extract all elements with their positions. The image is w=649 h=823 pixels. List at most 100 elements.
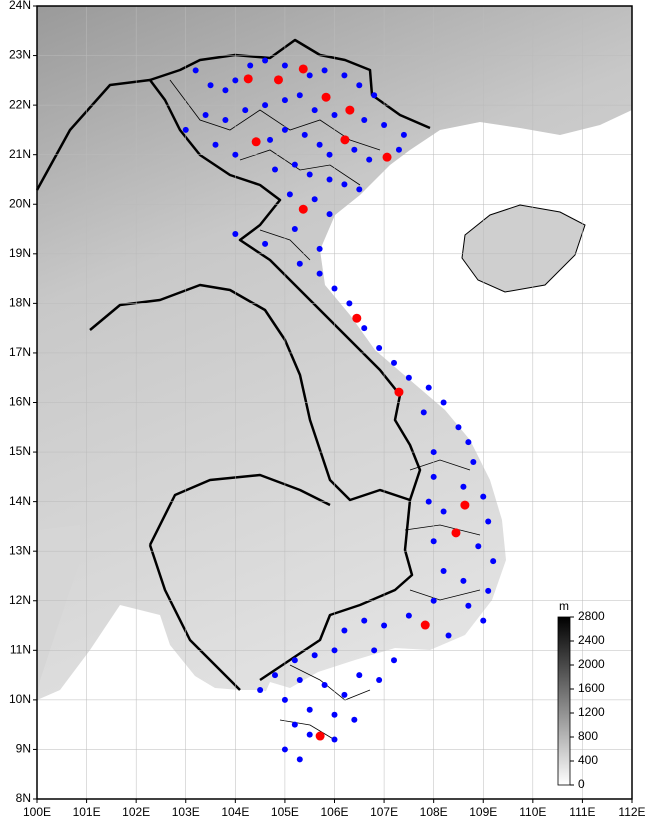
station-blue	[341, 691, 348, 698]
station-blue	[286, 191, 293, 198]
lat-tick-label: 24N	[9, 0, 31, 12]
station-blue	[341, 627, 348, 634]
station-blue	[212, 141, 219, 148]
lat-tick-label: 14N	[9, 494, 31, 508]
lon-tick-label: 105E	[271, 805, 299, 819]
colorbar-tick-label: 2000	[578, 657, 605, 671]
station-blue	[311, 107, 318, 114]
lon-tick-label: 111E	[569, 805, 595, 819]
station-blue	[262, 57, 269, 64]
colorbar-tick-label: 0	[578, 777, 585, 791]
lat-tick-label: 8N	[16, 791, 31, 805]
lat-tick-label: 10N	[9, 692, 31, 706]
station-blue	[281, 696, 288, 703]
lon-tick-label: 112E	[618, 805, 645, 819]
station-blue	[490, 558, 497, 565]
lon-tick-label: 100E	[23, 805, 51, 819]
station-blue	[475, 543, 482, 550]
station-blue	[291, 657, 298, 664]
station-blue	[376, 677, 383, 684]
station-blue	[222, 87, 229, 94]
station-blue	[326, 151, 333, 158]
station-blue	[301, 131, 308, 138]
station-blue	[351, 146, 358, 153]
station-blue	[232, 151, 239, 158]
station-blue	[306, 731, 313, 738]
station-blue	[465, 602, 472, 609]
station-blue	[455, 424, 462, 431]
station-blue	[405, 612, 412, 619]
station-red	[273, 75, 283, 85]
lat-tick-label: 15N	[9, 444, 31, 458]
station-blue	[326, 211, 333, 218]
lon-tick-label: 107E	[370, 805, 398, 819]
station-blue	[281, 97, 288, 104]
station-blue	[341, 181, 348, 188]
station-blue	[331, 736, 338, 743]
station-blue	[381, 622, 388, 629]
station-blue	[296, 92, 303, 99]
station-blue	[311, 196, 318, 203]
station-blue	[331, 647, 338, 654]
station-blue	[445, 632, 452, 639]
station-blue	[306, 171, 313, 178]
lat-tick-label: 11N	[10, 642, 31, 656]
station-blue	[331, 711, 338, 718]
colorbar-tick-label: 1600	[578, 681, 605, 695]
colorbar-tick-label: 2800	[578, 609, 605, 623]
station-blue	[425, 384, 432, 391]
station-blue	[371, 647, 378, 654]
station-blue	[341, 72, 348, 79]
station-blue	[247, 62, 254, 69]
lat-tick-label: 23N	[9, 48, 31, 62]
station-blue	[460, 577, 467, 584]
station-blue	[485, 587, 492, 594]
station-blue	[296, 260, 303, 267]
lat-tick-label: 16N	[9, 395, 31, 409]
lat-tick-label: 22N	[9, 97, 31, 111]
station-red	[394, 387, 404, 397]
station-blue	[346, 300, 353, 307]
station-blue	[242, 107, 249, 114]
lon-tick-label: 106E	[320, 805, 348, 819]
station-blue	[222, 116, 229, 123]
station-blue	[395, 146, 402, 153]
station-blue	[316, 245, 323, 252]
station-red	[298, 64, 308, 74]
station-blue	[272, 672, 278, 679]
station-blue	[356, 186, 363, 193]
station-blue	[321, 67, 328, 74]
station-blue	[430, 597, 437, 604]
station-red	[382, 152, 392, 162]
station-blue	[296, 756, 303, 763]
station-blue	[356, 82, 363, 89]
station-red	[345, 105, 355, 115]
station-blue	[371, 92, 378, 99]
station-blue	[391, 359, 397, 366]
station-blue	[331, 285, 338, 292]
station-blue	[361, 325, 368, 332]
station-blue	[291, 161, 298, 168]
station-blue	[306, 72, 313, 79]
station-blue	[430, 449, 437, 456]
lat-tick-label: 21N	[9, 147, 31, 161]
colorbar-tick-label: 800	[578, 729, 598, 743]
station-blue	[420, 409, 427, 416]
station-blue	[232, 230, 239, 237]
station-red	[340, 135, 350, 145]
lon-tick-label: 108E	[420, 805, 448, 819]
station-red	[451, 528, 461, 538]
station-blue	[316, 270, 323, 277]
station-blue	[405, 374, 412, 381]
station-blue	[306, 706, 313, 713]
station-blue	[316, 141, 323, 148]
station-red	[315, 731, 325, 741]
colorbar-tick-label: 1200	[578, 705, 605, 719]
lat-tick-label: 20N	[9, 196, 31, 210]
lat-tick-label: 13N	[9, 543, 31, 557]
station-red	[298, 204, 308, 214]
station-blue	[321, 682, 328, 689]
station-blue	[232, 77, 239, 84]
lat-tick-label: 17N	[9, 345, 31, 359]
station-blue	[465, 439, 472, 446]
